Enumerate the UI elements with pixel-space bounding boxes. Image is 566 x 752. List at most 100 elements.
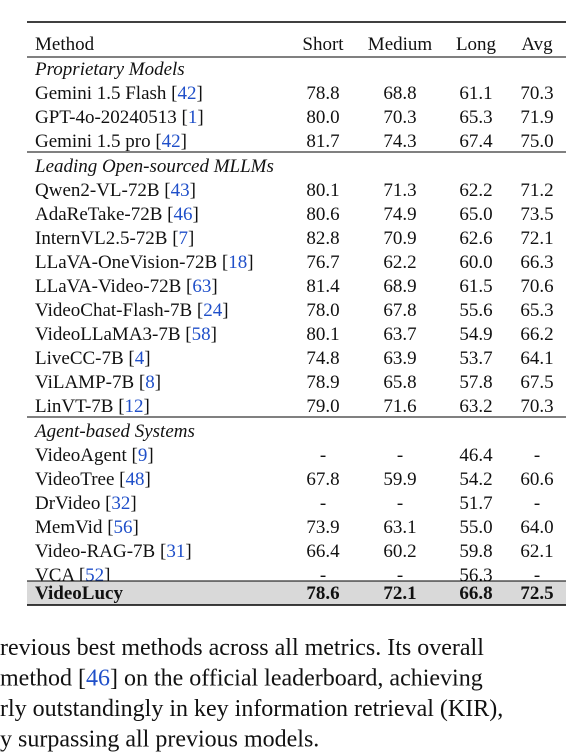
score-cell: 65.3 (459, 107, 492, 128)
text-segment: 8 (145, 372, 155, 393)
score-cell: 78.0 (306, 300, 339, 321)
score-cell: 82.8 (306, 228, 339, 249)
text-segment: LinVT-7B [ (35, 396, 125, 417)
text-segment: 42 (178, 83, 197, 104)
method-name: LLaVA-Video-72B [63] (35, 276, 218, 297)
score-cell: 78.8 (306, 83, 339, 104)
score-cell: 70.3 (520, 83, 553, 104)
score-cell: - (320, 565, 326, 586)
score-cell: 81.4 (306, 276, 340, 297)
score-cell: 55.0 (459, 517, 492, 538)
text-segment: ] (147, 445, 153, 466)
text-segment: 12 (125, 396, 144, 417)
text-segment: VideoLucy (35, 583, 123, 604)
score-cell: 81.7 (306, 131, 339, 152)
score-cell: 67.8 (306, 469, 339, 490)
score-cell: 62.2 (459, 180, 492, 201)
text-segment: 7 (179, 228, 189, 249)
score-cell: 74.9 (383, 204, 416, 225)
text-segment: ] (211, 276, 217, 297)
score-cell: 72.1 (520, 228, 553, 249)
text-segment: 46 (173, 204, 192, 225)
section-title: Leading Open-sourced MLLMs (34, 156, 274, 177)
score-cell: 71.2 (520, 180, 553, 201)
method-name: VideoTree [48] (35, 469, 151, 490)
score-cell: 67.8 (383, 300, 416, 321)
score-cell: 71.6 (383, 396, 416, 417)
score-cell: 70.3 (520, 396, 553, 417)
score-cell: 54.9 (459, 324, 492, 345)
score-cell: 66.4 (306, 541, 340, 562)
score-cell: - (397, 493, 403, 514)
score-cell: 74.3 (383, 131, 416, 152)
score-cell: - (534, 565, 540, 586)
score-cell: 64.1 (520, 348, 553, 369)
text-segment: MemVid [ (35, 517, 114, 538)
score-cell: 65.0 (459, 204, 492, 225)
score-cell: 71.3 (383, 180, 416, 201)
method-name: InternVL2.5-72B [7] (35, 228, 194, 249)
score-cell: 62.6 (459, 228, 492, 249)
score-cell: 72.5 (520, 583, 553, 604)
text-segment: ] (155, 372, 161, 393)
score-cell: 74.8 (306, 348, 339, 369)
score-cell: 78.9 (306, 372, 339, 393)
text-segment: VideoTree [ (35, 469, 126, 490)
score-cell: 63.2 (459, 396, 492, 417)
paragraph-line: revious best methods across all metrics.… (0, 635, 484, 661)
score-cell: 80.1 (306, 324, 339, 345)
score-cell: 61.5 (459, 276, 492, 297)
text-segment: ] (211, 324, 217, 345)
score-cell: 66.8 (459, 583, 492, 604)
score-cell: 61.1 (459, 83, 492, 104)
score-cell: 62.1 (520, 541, 553, 562)
method-name: LLaVA-OneVision-72B [18] (35, 252, 254, 273)
score-cell: 59.8 (459, 541, 492, 562)
score-cell: 79.0 (306, 396, 339, 417)
score-cell: 67.5 (520, 372, 553, 393)
paragraph-line: y surpassing all previous models. (0, 727, 319, 752)
text-segment: revious best methods across all metrics.… (0, 635, 484, 661)
text-segment: DrVideo [ (35, 493, 111, 514)
score-cell: 78.6 (306, 583, 339, 604)
score-cell: 67.4 (459, 131, 493, 152)
text-segment: 9 (138, 445, 148, 466)
text-segment: 18 (228, 252, 247, 273)
text-segment: ] (188, 228, 194, 249)
text-segment: 31 (166, 541, 185, 562)
score-cell: 65.8 (383, 372, 416, 393)
text-segment: ViLAMP-7B [ (35, 372, 145, 393)
score-cell: 63.7 (383, 324, 416, 345)
text-segment: 48 (126, 469, 145, 490)
section-title: Agent-based Systems (33, 421, 195, 442)
text-segment: InternVL2.5-72B [ (35, 228, 179, 249)
paragraph-line: method [46] on the official leaderboard,… (0, 666, 483, 692)
score-cell: 70.9 (383, 228, 416, 249)
text-segment: ] (192, 204, 198, 225)
score-cell: 72.1 (383, 583, 416, 604)
method-name: LiveCC-7B [4] (35, 348, 151, 369)
method-name: Video-RAG-7B [31] (35, 541, 192, 562)
method-name: Gemini 1.5 Flash [42] (35, 83, 203, 104)
text-segment: LLaVA-Video-72B [ (35, 276, 192, 297)
text-segment: method [ (0, 666, 86, 692)
score-cell: 60.2 (383, 541, 416, 562)
text-segment: 58 (192, 324, 211, 345)
text-segment: AdaReTake-72B [ (35, 204, 173, 225)
score-cell: 73.9 (306, 517, 339, 538)
score-cell: 75.0 (520, 131, 553, 152)
score-cell: 62.2 (383, 252, 416, 273)
score-cell: 46.4 (459, 445, 493, 466)
text-segment: ] (145, 469, 151, 490)
text-segment: ] (144, 396, 150, 417)
text-segment: 42 (162, 131, 181, 152)
score-cell: 53.7 (459, 348, 492, 369)
text-segment: ] (222, 300, 228, 321)
score-cell: - (534, 493, 540, 514)
header-cell: Avg (521, 34, 553, 55)
text-segment: 4 (135, 348, 145, 369)
score-cell: 70.6 (520, 276, 553, 297)
text-segment: VideoChat-Flash-7B [ (35, 300, 203, 321)
text-segment: y surpassing all previous models. (0, 727, 319, 752)
score-cell: 65.3 (520, 300, 553, 321)
